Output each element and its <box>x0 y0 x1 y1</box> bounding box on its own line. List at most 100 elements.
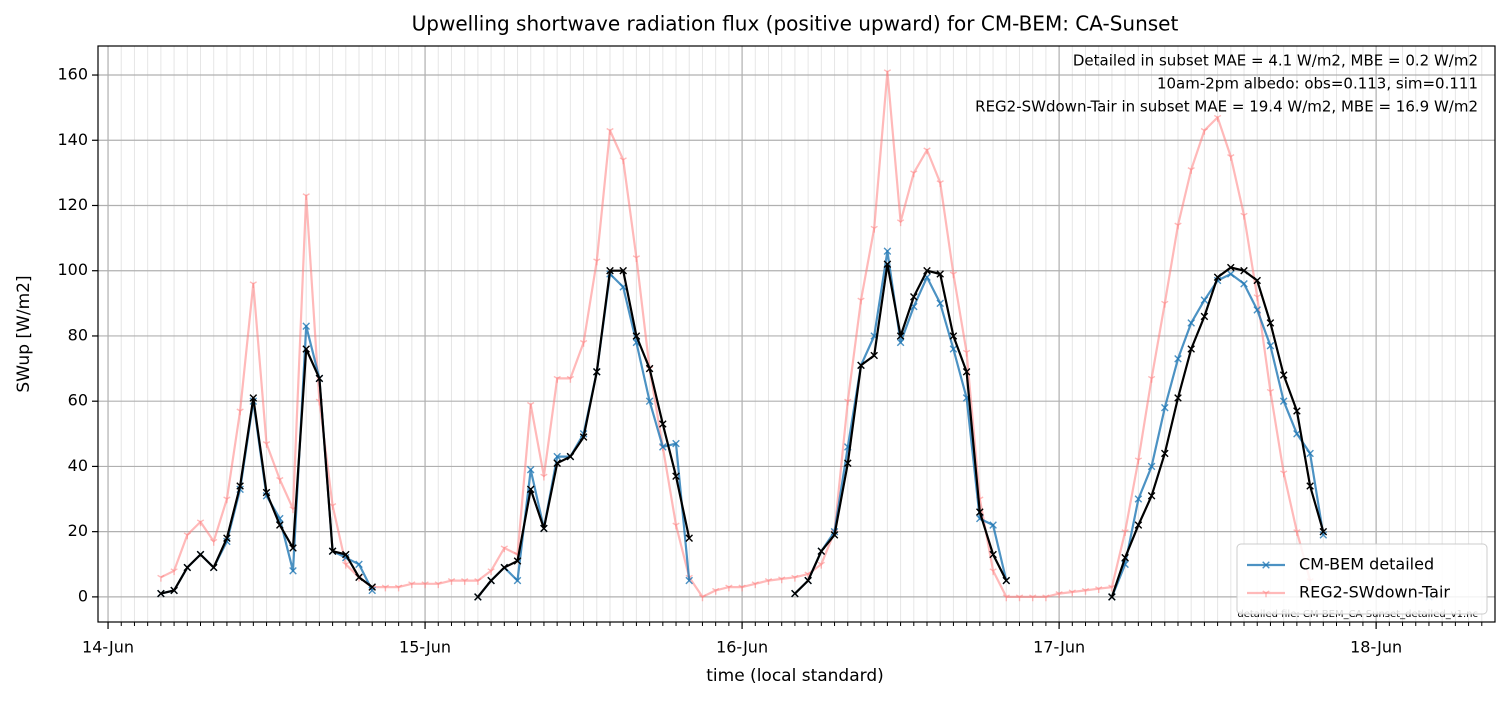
data-point <box>698 594 707 602</box>
data-point <box>1227 270 1235 278</box>
data-point <box>276 521 284 529</box>
y-tick-label: 120 <box>57 195 88 214</box>
data-point <box>1253 306 1261 314</box>
data-point <box>1108 593 1116 601</box>
data-point <box>262 488 271 497</box>
series-line <box>160 70 1312 598</box>
data-point <box>804 576 812 585</box>
data-point <box>526 485 535 494</box>
data-point <box>936 270 944 278</box>
data-point <box>936 180 944 187</box>
data-point <box>751 581 759 589</box>
data-point <box>672 472 680 480</box>
data-point <box>1266 319 1275 327</box>
data-point <box>764 578 773 585</box>
data-point <box>923 266 931 275</box>
data-point <box>1213 114 1222 122</box>
data-point <box>302 345 310 353</box>
data-point <box>1227 263 1235 272</box>
data-point <box>593 368 601 376</box>
data-point <box>910 293 918 301</box>
data-point <box>394 584 403 592</box>
data-point <box>342 561 350 569</box>
x-tick-label: 16-Jun <box>716 638 768 657</box>
data-point <box>1002 576 1011 585</box>
data-point <box>315 374 324 383</box>
data-point <box>817 561 825 569</box>
data-point <box>434 581 442 589</box>
data-point <box>262 441 271 448</box>
data-point <box>883 69 892 77</box>
data-point <box>830 531 839 539</box>
data-point <box>1055 591 1063 598</box>
data-point <box>896 332 905 340</box>
data-point <box>474 578 482 585</box>
data-point <box>1015 594 1024 602</box>
annotation: REG2-SWdown-Tair in subset MAE = 19.4 W/… <box>975 98 1478 116</box>
data-point <box>896 219 905 227</box>
data-point <box>566 375 575 383</box>
data-point <box>223 534 231 542</box>
data-point <box>1174 394 1182 402</box>
data-point <box>659 420 667 428</box>
x-tick-label: 14-Jun <box>82 638 134 657</box>
data-point <box>1279 371 1288 379</box>
data-point <box>209 563 218 572</box>
data-point <box>183 532 191 540</box>
data-point <box>857 361 865 370</box>
data-point <box>157 589 165 598</box>
data-point <box>579 339 588 347</box>
data-point <box>1134 521 1143 529</box>
data-point <box>936 299 944 308</box>
legend-box <box>1236 543 1488 615</box>
data-point <box>1266 341 1275 350</box>
data-point <box>1174 222 1182 230</box>
data-point <box>1187 167 1195 174</box>
data-point <box>949 271 958 279</box>
data-point <box>1121 529 1129 537</box>
data-point <box>513 576 522 585</box>
x-tick-label: 15-Jun <box>399 638 451 657</box>
data-point <box>249 281 257 289</box>
data-point <box>923 147 931 155</box>
data-point <box>355 560 363 569</box>
y-tick-label: 160 <box>57 65 88 84</box>
data-point <box>817 547 826 555</box>
data-point <box>857 297 865 305</box>
data-point <box>1174 355 1182 363</box>
y-tick-label: 80 <box>68 325 88 344</box>
data-point <box>170 586 178 595</box>
data-point <box>1187 345 1195 353</box>
data-point <box>910 170 918 178</box>
data-point <box>989 521 997 529</box>
data-point <box>553 452 561 461</box>
data-point <box>1147 492 1156 500</box>
data-point <box>1240 280 1248 288</box>
data-point <box>949 332 958 340</box>
data-point <box>579 433 588 441</box>
plot-frame <box>97 45 1496 623</box>
data-point <box>289 544 297 552</box>
data-point <box>870 225 878 233</box>
data-point <box>421 581 429 589</box>
data-point <box>1081 587 1090 595</box>
data-point <box>606 266 614 275</box>
x-tick-label: 17-Jun <box>1033 638 1085 657</box>
data-point <box>844 398 852 406</box>
data-point <box>513 557 522 565</box>
data-point <box>223 496 231 504</box>
data-point <box>1306 449 1314 458</box>
data-point <box>249 394 258 402</box>
data-point <box>896 338 905 347</box>
legend-marker <box>1262 561 1270 569</box>
data-point <box>474 593 482 601</box>
data-point <box>540 473 548 481</box>
data-point <box>526 465 535 474</box>
data-point <box>606 127 614 135</box>
data-point <box>791 589 799 598</box>
data-point <box>1134 457 1143 465</box>
data-point <box>1029 594 1037 602</box>
data-point <box>1279 397 1288 405</box>
data-point <box>672 439 680 448</box>
data-point <box>949 345 958 353</box>
